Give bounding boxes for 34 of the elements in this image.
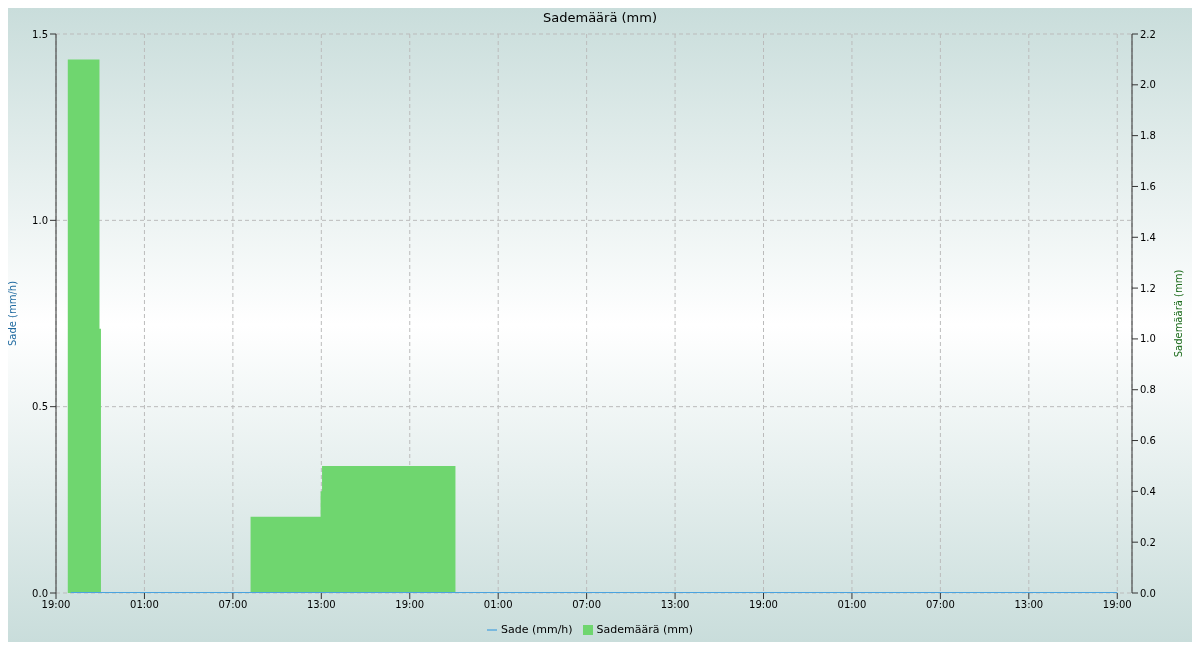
y-tick-label: 1.5 (32, 28, 48, 40)
y2-tick-label: 1.2 (1140, 282, 1156, 294)
y2-tick-label: 0.4 (1140, 485, 1156, 497)
x-tick-label: 13:00 (306, 599, 336, 611)
x-tick-label: 19:00 (1102, 599, 1132, 611)
y-tick-label: 0.5 (32, 401, 48, 413)
x-tick-label: 01:00 (837, 599, 867, 611)
y2-tick-label: 0.8 (1140, 384, 1156, 396)
y-tick-label: 1.0 (32, 214, 48, 226)
legend-label: Sade (mm/h) (500, 623, 573, 636)
x-tick-label: 19:00 (395, 599, 425, 611)
legend-label: Sademäärä (mm) (596, 623, 694, 636)
y2-tick-label: 2.0 (1140, 79, 1156, 91)
chart-title: Sademäärä (mm) (542, 9, 658, 26)
x-tick-label: 07:00 (218, 599, 248, 611)
x-tick-label: 01:00 (483, 599, 513, 611)
y-tick-label: 0.0 (32, 587, 48, 599)
x-tick-label: 07:00 (572, 599, 602, 611)
x-tick-label: 13:00 (1014, 599, 1044, 611)
y2-tick-label: 0.0 (1140, 587, 1156, 599)
y2-tick-label: 1.4 (1140, 231, 1156, 243)
y-axis-title: Sade (mm/h) (6, 280, 18, 347)
y2-tick-label: 2.2 (1140, 28, 1156, 40)
x-tick-label: 13:00 (660, 599, 690, 611)
x-tick-label: 07:00 (925, 599, 955, 611)
y2-tick-label: 0.6 (1140, 435, 1156, 447)
x-tick-label: 19:00 (41, 599, 71, 611)
y2-tick-label: 1.0 (1140, 333, 1156, 345)
y2-axis-title: Sademäärä (mm) (1172, 269, 1184, 358)
y2-tick-label: 1.6 (1140, 181, 1156, 192)
y2-tick-label: 1.8 (1140, 130, 1156, 142)
x-tick-label: 01:00 (130, 599, 159, 611)
y2-tick-label: 0.2 (1140, 536, 1156, 548)
x-tick-label: 19:00 (749, 599, 778, 611)
